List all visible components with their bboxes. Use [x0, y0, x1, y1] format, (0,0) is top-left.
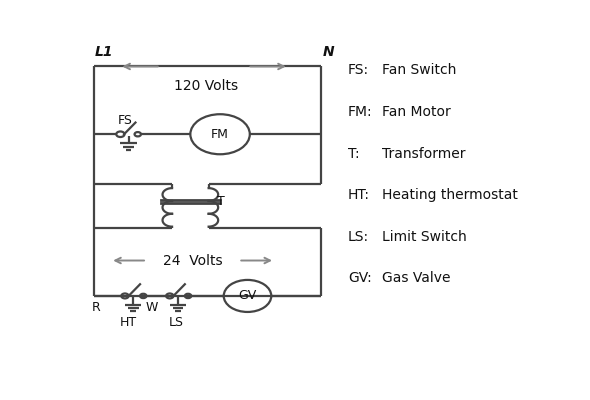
Text: FS: FS	[118, 114, 133, 126]
Text: T: T	[217, 195, 225, 208]
Text: 24  Volts: 24 Volts	[163, 254, 222, 268]
Text: Fan Motor: Fan Motor	[382, 105, 451, 119]
Text: Gas Valve: Gas Valve	[382, 271, 451, 285]
Text: Fan Switch: Fan Switch	[382, 64, 457, 78]
Text: W: W	[146, 302, 158, 314]
Text: Heating thermostat: Heating thermostat	[382, 188, 518, 202]
Text: FM:: FM:	[348, 105, 373, 119]
Text: HT:: HT:	[348, 188, 370, 202]
Text: LS:: LS:	[348, 230, 369, 244]
Text: L1: L1	[94, 45, 113, 59]
Text: R: R	[92, 302, 101, 314]
Text: FS:: FS:	[348, 64, 369, 78]
Text: Limit Switch: Limit Switch	[382, 230, 467, 244]
Text: GV: GV	[238, 290, 257, 302]
Text: 120 Volts: 120 Volts	[174, 80, 238, 94]
Text: N: N	[323, 45, 335, 59]
Text: LS: LS	[169, 316, 184, 329]
Text: T:: T:	[348, 146, 360, 160]
Text: Transformer: Transformer	[382, 146, 466, 160]
Text: FM: FM	[211, 128, 229, 141]
Text: HT: HT	[120, 316, 137, 329]
Text: GV:: GV:	[348, 271, 372, 285]
